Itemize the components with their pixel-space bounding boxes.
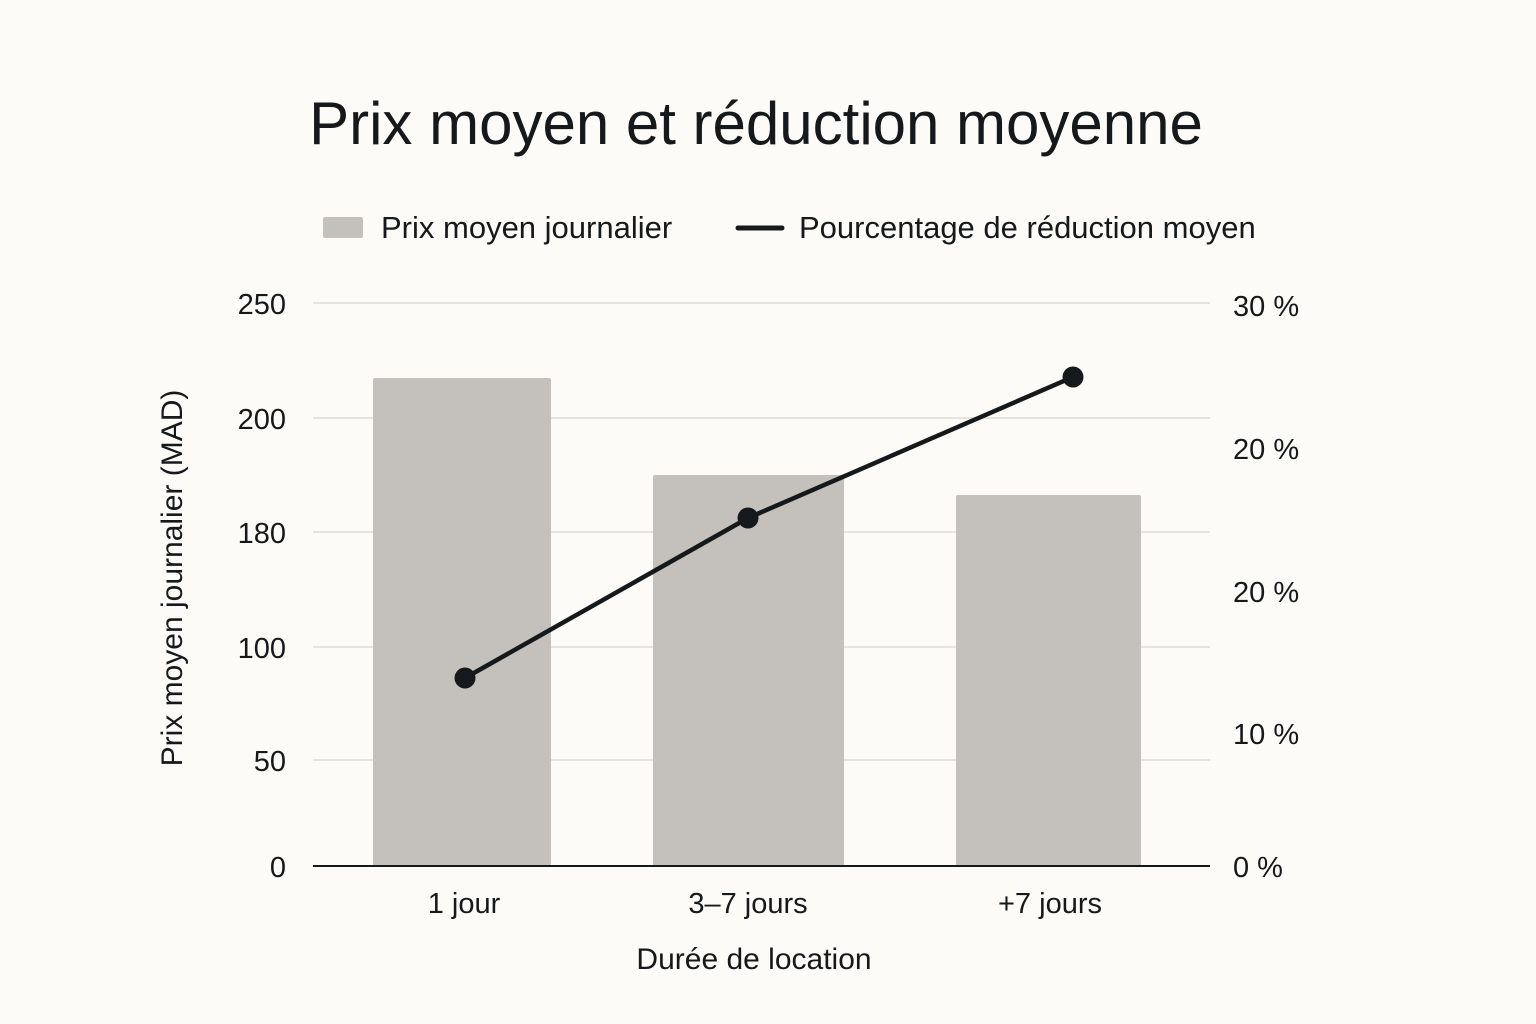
legend: Prix moyen journalier Pourcentage de réd… [323, 210, 1256, 245]
tick-labels: 0 50 100 180 200 250 0 % 10 % 20 % 20 % 30 % 1 jour… [238, 289, 1300, 920]
bar-3 [956, 495, 1141, 866]
legend-bar-label: Prix moyen journalier [381, 210, 672, 245]
y2-tick-label: 20 % [1233, 434, 1299, 466]
bar-1 [373, 378, 551, 866]
y-tick-label: 0 [270, 852, 286, 884]
bar-2 [653, 475, 844, 866]
line-series [454, 366, 1084, 689]
legend-bar-swatch [323, 217, 363, 238]
chart-title: Prix moyen et réduction moyenne [309, 90, 1203, 157]
y2-tick-label: 30 % [1233, 291, 1299, 323]
y2-tick-label: 0 % [1233, 852, 1283, 884]
x-tick-label: +7 jours [998, 888, 1102, 920]
y-tick-label: 250 [238, 289, 286, 321]
y2-tick-label: 20 % [1233, 577, 1299, 609]
legend-line-label: Pourcentage de réduction moyen [799, 210, 1256, 245]
line-point-3 [1062, 366, 1084, 388]
bars [373, 378, 1141, 866]
y-tick-label: 100 [238, 633, 286, 665]
line-point-2 [737, 507, 759, 529]
y-tick-label: 50 [254, 746, 286, 778]
line-point-1 [454, 667, 476, 689]
y-axis-label: Prix moyen journalier (MAD) [156, 390, 189, 767]
x-axis-label: Durée de location [636, 943, 871, 976]
y2-tick-label: 10 % [1233, 719, 1299, 751]
x-tick-label: 1 jour [428, 888, 501, 920]
y-tick-label: 180 [238, 518, 286, 550]
y-tick-label: 200 [238, 404, 286, 436]
x-tick-label: 3–7 jours [688, 888, 807, 920]
